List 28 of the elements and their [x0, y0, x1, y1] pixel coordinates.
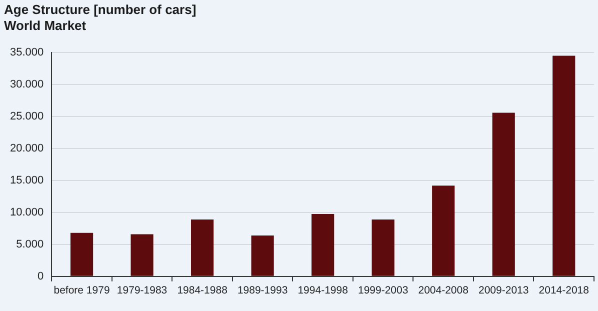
bar	[130, 234, 154, 276]
bar	[552, 56, 576, 276]
bar	[70, 232, 94, 276]
x-tick-label: 2004-2008	[418, 284, 469, 297]
chart-title: Age Structure [number of cars]	[4, 2, 196, 18]
bar	[312, 214, 334, 276]
y-tick-label: 20.000	[10, 142, 44, 155]
y-tick-label: 5.000	[16, 238, 44, 250]
y-tick-label: 15.000	[10, 174, 44, 187]
chart-subtitle: World Market	[4, 18, 88, 34]
y-tick-label: 25.000	[10, 110, 44, 123]
x-tick-label: 2009-2013	[478, 284, 529, 297]
bar	[372, 219, 394, 276]
bar	[191, 219, 214, 276]
bar	[492, 112, 515, 276]
bar	[251, 235, 274, 276]
x-tick-label: 1989-1993	[237, 284, 288, 297]
x-tick-label: 2014-2018	[538, 284, 590, 297]
bar	[432, 186, 455, 276]
y-tick-label: 10.000	[10, 206, 44, 218]
x-tick-label: 1994-1998	[298, 284, 348, 297]
x-tick-label: 1999-2003	[358, 284, 408, 297]
y-tick-label: 35.000	[10, 46, 44, 59]
x-tick-label: 1984-1988	[177, 284, 228, 297]
y-tick-label: 30.000	[10, 78, 44, 91]
x-tick-label: 1979-1983	[116, 284, 168, 297]
x-tick-label: before 1979	[54, 284, 110, 297]
y-tick-label: 0	[38, 270, 44, 282]
